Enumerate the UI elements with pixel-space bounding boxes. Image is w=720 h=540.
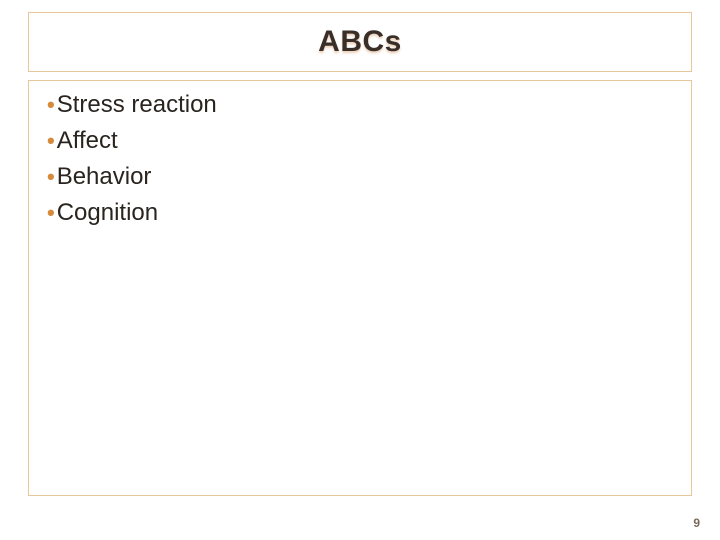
bullet-icon: • [47,94,55,116]
content-box: • Stress reaction • Affect • Behavior • … [28,80,692,496]
bullet-icon: • [47,202,55,224]
slide: ABCs • Stress reaction • Affect • Behavi… [0,0,720,540]
bullet-text: Stress reaction [57,91,217,119]
bullet-text: Cognition [57,199,158,227]
bullet-icon: • [47,166,55,188]
title-box: ABCs [28,12,692,72]
bullet-icon: • [47,130,55,152]
bullet-text: Affect [57,127,118,155]
list-item: • Behavior [47,163,673,191]
list-item: • Affect [47,127,673,155]
list-item: • Stress reaction [47,91,673,119]
page-number: 9 [693,516,700,530]
bullet-text: Behavior [57,163,152,191]
list-item: • Cognition [47,199,673,227]
slide-title: ABCs [318,25,402,59]
